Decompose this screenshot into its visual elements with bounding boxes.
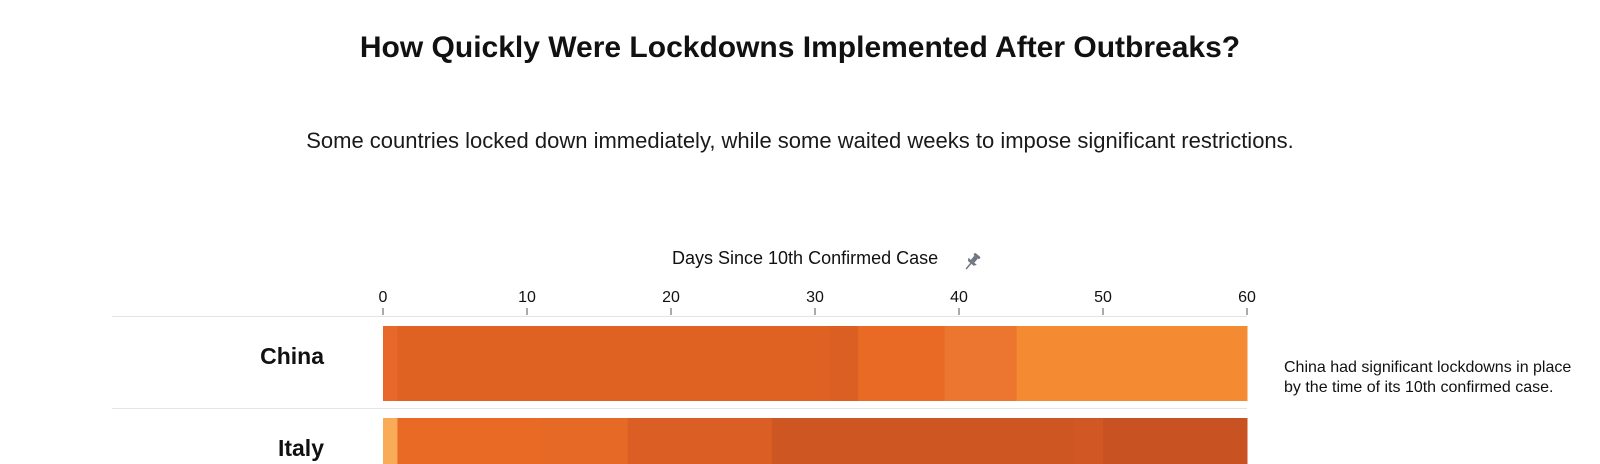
bar-segment[interactable] [383, 326, 398, 401]
pin-icon[interactable] [961, 251, 983, 273]
x-tick-label: 30 [806, 289, 824, 306]
bar-segment[interactable] [771, 418, 1075, 464]
x-tick-label: 10 [518, 289, 536, 306]
bar-segment[interactable] [627, 418, 773, 464]
chart-subtitle: Some countries locked down immediately, … [306, 128, 1294, 153]
row-label-china: China [260, 343, 324, 369]
bar-segment[interactable] [829, 326, 859, 401]
x-tick-label: 0 [379, 289, 388, 306]
bar-segment[interactable] [1074, 418, 1104, 464]
x-tick-label: 40 [950, 289, 968, 306]
chart-title: How Quickly Were Lockdowns Implemented A… [359, 31, 1241, 64]
row-label-italy: Italy [278, 435, 324, 461]
x-tick-label: 50 [1094, 289, 1112, 306]
bar-segment[interactable] [541, 418, 629, 464]
lockdown-chart: 0 10 20 30 40 50 60 China Italy [112, 289, 1256, 464]
bar-segment[interactable] [858, 326, 946, 401]
x-axis-title: Days Since 10th Confirmed Case [672, 248, 939, 268]
bar-segment[interactable] [944, 326, 1018, 401]
bar-segment[interactable] [397, 418, 542, 464]
bar-segment[interactable] [1103, 418, 1248, 464]
x-tick-label: 60 [1238, 289, 1256, 306]
x-tick-label: 20 [662, 289, 680, 306]
bar-segment[interactable] [383, 418, 398, 464]
bar-segment[interactable] [397, 326, 830, 401]
bar-segment[interactable] [1016, 326, 1248, 401]
china-annotation: China had significant lockdowns in place… [1284, 359, 1572, 396]
